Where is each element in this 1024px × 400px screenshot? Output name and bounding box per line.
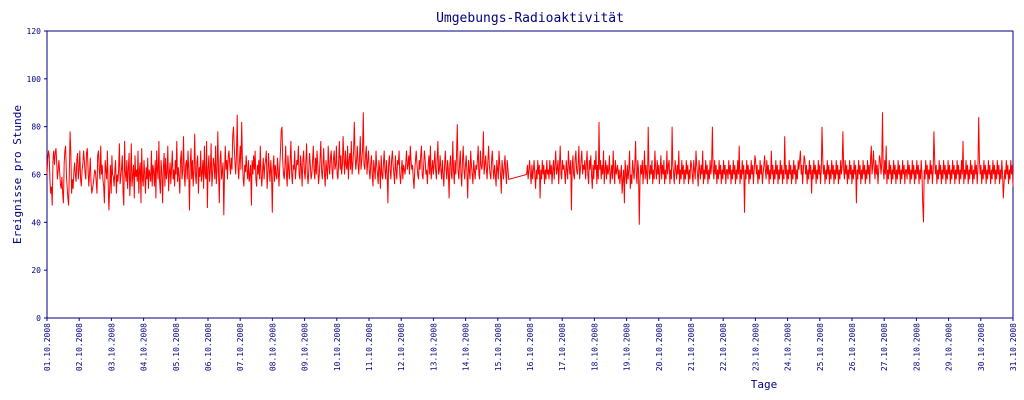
y-tick-label: 40 bbox=[31, 218, 41, 227]
x-tick-label: 09.10.2008 bbox=[301, 323, 310, 371]
y-tick-label: 60 bbox=[31, 171, 41, 180]
y-tick-label: 100 bbox=[27, 75, 42, 84]
x-tick-label: 08.10.2008 bbox=[268, 323, 277, 371]
x-tick-label: 11.10.2008 bbox=[365, 323, 374, 371]
x-tick-label: 04.10.2008 bbox=[140, 323, 149, 371]
y-axis-ticks: 0 20 40 60 80 100 120 bbox=[27, 27, 47, 323]
x-axis-label: Tage bbox=[751, 378, 778, 391]
y-tick-label: 80 bbox=[31, 123, 41, 132]
y-tick-label: 20 bbox=[31, 266, 41, 275]
series-line bbox=[46, 112, 1014, 225]
x-tick-label: 16.10.2008 bbox=[526, 323, 535, 371]
y-tick-label: 0 bbox=[36, 314, 41, 323]
x-tick-label: 20.10.2008 bbox=[655, 323, 664, 371]
x-tick-label: 18.10.2008 bbox=[590, 323, 599, 371]
x-axis-ticks: 01.10.2008 02.10.2008 03.10.2008 04.10.2008… bbox=[43, 318, 1018, 371]
x-tick-label: 15.10.2008 bbox=[494, 323, 503, 371]
x-tick-label: 02.10.2008 bbox=[75, 323, 84, 371]
x-tick-label: 28.10.2008 bbox=[912, 323, 921, 371]
x-tick-label: 24.10.2008 bbox=[784, 323, 793, 371]
series-layer bbox=[46, 112, 1014, 225]
x-tick-label: 05.10.2008 bbox=[172, 323, 181, 371]
x-tick-label: 31.10.2008 bbox=[1009, 323, 1018, 371]
x-tick-label: 22.10.2008 bbox=[719, 323, 728, 371]
x-tick-label: 01.10.2008 bbox=[43, 323, 52, 371]
chart-title: Umgebungs-Radioaktivität bbox=[436, 11, 624, 26]
x-tick-label: 10.10.2008 bbox=[333, 323, 342, 371]
x-tick-label: 13.10.2008 bbox=[429, 323, 438, 371]
x-tick-label: 27.10.2008 bbox=[880, 323, 889, 371]
x-tick-label: 21.10.2008 bbox=[687, 323, 696, 371]
x-tick-label: 03.10.2008 bbox=[107, 323, 116, 371]
x-tick-label: 19.10.2008 bbox=[623, 323, 632, 371]
x-tick-label: 06.10.2008 bbox=[204, 323, 213, 371]
x-tick-label: 23.10.2008 bbox=[751, 323, 760, 371]
x-tick-label: 14.10.2008 bbox=[462, 323, 471, 371]
x-tick-label: 12.10.2008 bbox=[397, 323, 406, 371]
x-tick-label: 29.10.2008 bbox=[945, 323, 954, 371]
x-tick-label: 17.10.2008 bbox=[558, 323, 567, 371]
y-tick-label: 120 bbox=[27, 27, 42, 36]
y-axis-label: Ereignisse pro Stunde bbox=[11, 105, 24, 244]
x-tick-label: 07.10.2008 bbox=[236, 323, 245, 371]
x-tick-label: 26.10.2008 bbox=[848, 323, 857, 371]
x-tick-label: 30.10.2008 bbox=[977, 323, 986, 371]
x-tick-label: 25.10.2008 bbox=[816, 323, 825, 371]
